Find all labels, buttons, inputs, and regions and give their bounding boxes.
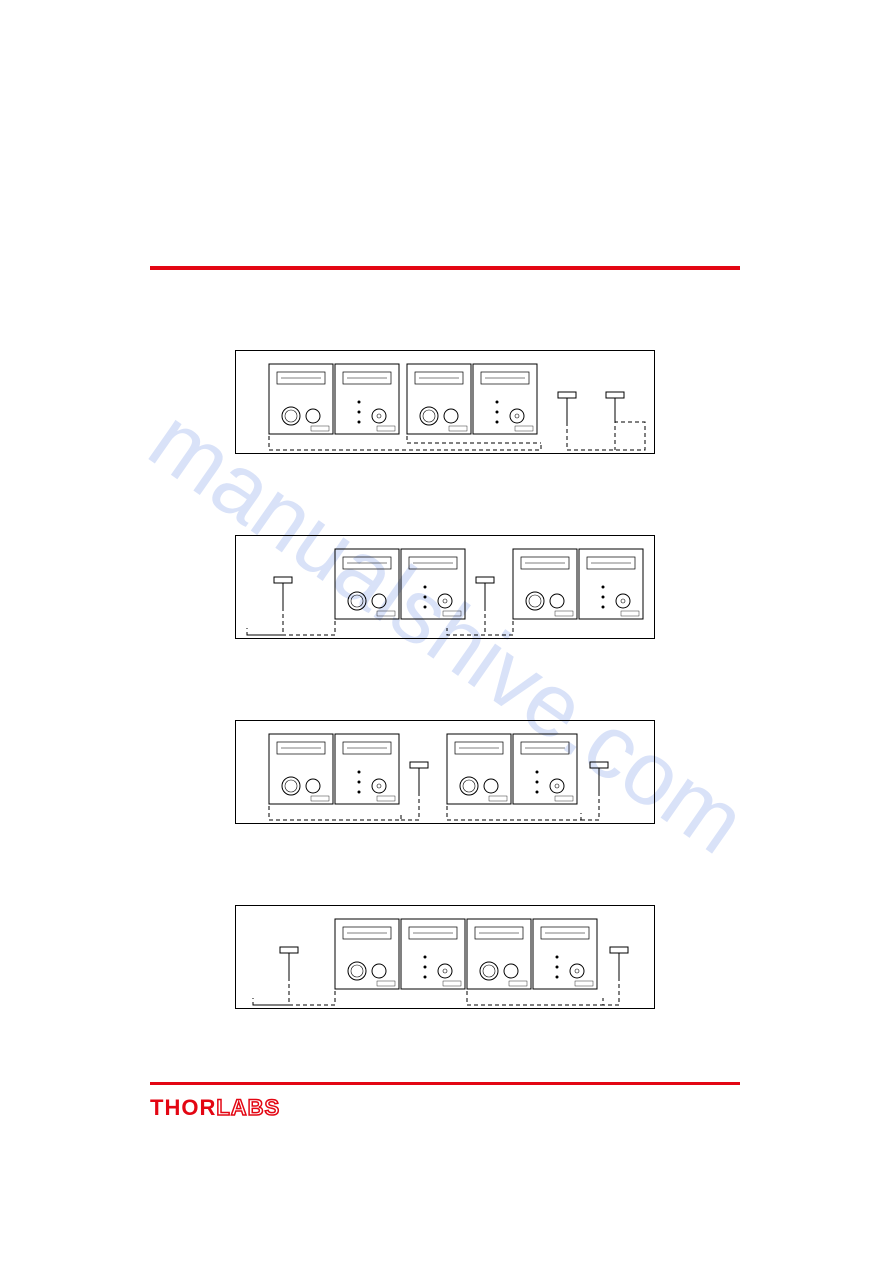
thorlabs-logo: THORLABS (150, 1095, 280, 1121)
figure-variant-2 (235, 535, 655, 650)
figure-variant-3 (235, 720, 655, 835)
bottom-rule (150, 1082, 740, 1085)
figure-variant-4 (235, 905, 655, 1020)
figure-variant-1 (235, 350, 655, 465)
page: manualshive.com THORLABS (0, 0, 893, 1263)
logo-labs: LABS (216, 1095, 280, 1120)
top-rule (150, 266, 740, 270)
logo-thor: THOR (150, 1095, 216, 1120)
